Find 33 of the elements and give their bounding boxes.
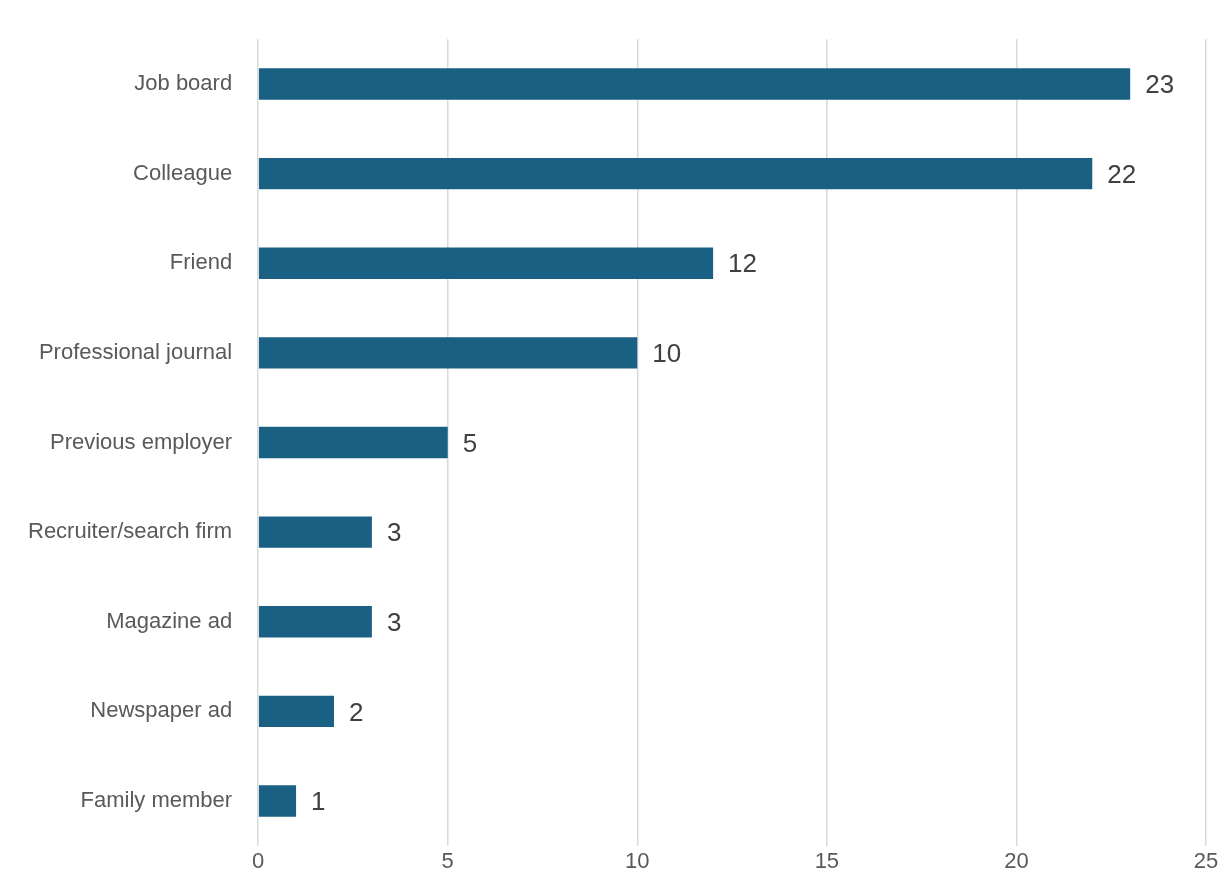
data-label: 12 xyxy=(728,248,758,279)
data-label: 22 xyxy=(1107,158,1137,189)
y-tick-label: Previous employer xyxy=(49,428,233,454)
y-tick-label: Friend xyxy=(169,249,233,275)
data-label: 2 xyxy=(348,696,364,727)
x-tick-label: 5 xyxy=(441,848,454,874)
bar xyxy=(258,785,297,817)
data-label: 5 xyxy=(462,427,478,458)
y-tick-label: Professional journal xyxy=(38,338,233,364)
bar xyxy=(258,426,448,459)
bar xyxy=(258,337,638,369)
bar xyxy=(258,157,1093,190)
bar xyxy=(258,68,1131,100)
data-label: 23 xyxy=(1145,69,1175,100)
bar xyxy=(258,606,372,638)
data-label: 3 xyxy=(386,606,402,637)
x-tick-label: 0 xyxy=(252,848,265,874)
y-tick-label: Newspaper ad xyxy=(90,697,233,723)
bar xyxy=(258,247,714,279)
bar xyxy=(258,516,372,548)
data-label: 10 xyxy=(652,338,682,369)
x-tick-label: 15 xyxy=(814,848,840,874)
data-label: 3 xyxy=(386,517,402,548)
y-tick-label: Recruiter/search firm xyxy=(28,518,233,544)
y-tick-label: Job board xyxy=(134,70,233,96)
bar xyxy=(258,695,334,728)
y-tick-label: Colleague xyxy=(133,159,233,185)
data-label: 1 xyxy=(311,786,326,817)
x-tick-label: 10 xyxy=(625,848,650,874)
x-tick-label: 20 xyxy=(1004,848,1029,874)
y-tick-label: Magazine ad xyxy=(106,607,233,633)
x-tick-label: 25 xyxy=(1193,848,1219,874)
y-tick-label: Family member xyxy=(80,787,233,813)
